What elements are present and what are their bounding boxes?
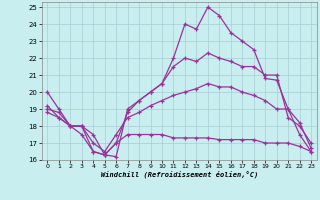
X-axis label: Windchill (Refroidissement éolien,°C): Windchill (Refroidissement éolien,°C) [100, 171, 258, 178]
